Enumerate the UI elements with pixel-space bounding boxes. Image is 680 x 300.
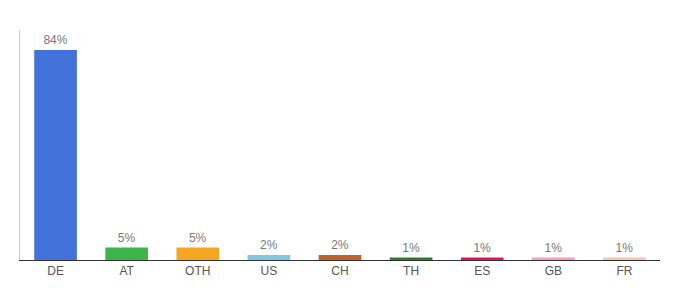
svg-text:CH: CH	[331, 264, 348, 278]
svg-text:GB: GB	[545, 264, 562, 278]
svg-text:5%: 5%	[189, 231, 207, 245]
svg-text:OTH: OTH	[185, 264, 210, 278]
svg-text:ES: ES	[474, 264, 490, 278]
svg-text:FR: FR	[616, 264, 632, 278]
svg-text:US: US	[261, 264, 278, 278]
svg-text:2%: 2%	[331, 238, 349, 252]
svg-text:AT: AT	[119, 264, 134, 278]
svg-text:5%: 5%	[118, 231, 136, 245]
svg-text:84%: 84%	[43, 33, 67, 47]
svg-text:TH: TH	[403, 264, 419, 278]
svg-text:1%: 1%	[616, 241, 634, 255]
svg-text:1%: 1%	[544, 241, 562, 255]
svg-text:DE: DE	[47, 264, 64, 278]
svg-text:2%: 2%	[260, 238, 278, 252]
svg-text:1%: 1%	[473, 241, 491, 255]
svg-text:1%: 1%	[402, 241, 420, 255]
